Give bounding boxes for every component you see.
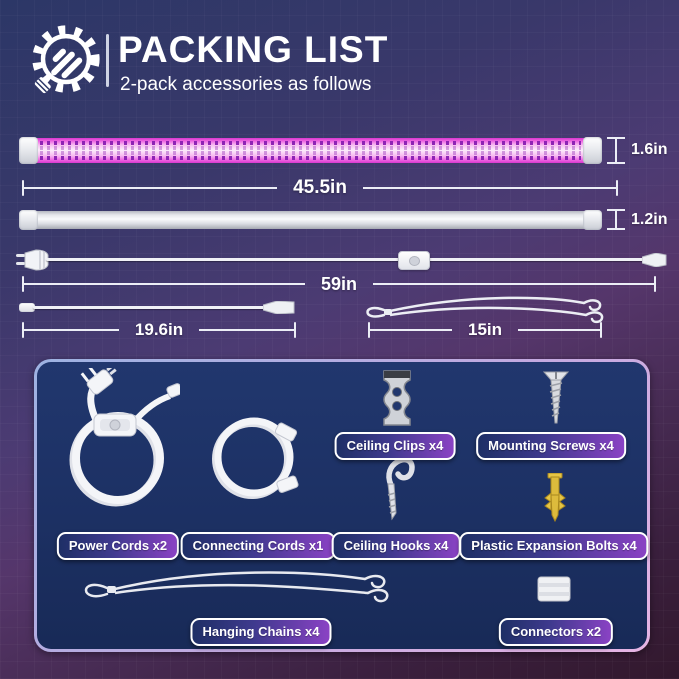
ceiling-hook-icon (386, 456, 415, 521)
item-label-ceiling-hooks: Ceiling Hooks x4 (331, 532, 461, 560)
led-dot-row (40, 151, 581, 155)
tube2-height-label: 1.2in (631, 211, 668, 228)
ceiling-clip-icon (383, 370, 411, 426)
power-cord-coil-icon (69, 368, 180, 507)
tube-end-cap (19, 137, 38, 164)
connecting-cord-coil-icon (212, 417, 299, 499)
hanging-chain-icon (366, 296, 604, 324)
power-cord-dimension: 59in (22, 273, 656, 294)
tube-end-cap (583, 137, 602, 164)
led-dot-row (40, 141, 581, 145)
cord-connector-tip (263, 301, 295, 314)
item-label-connecting-cords: Connecting Cords x1 (180, 532, 336, 560)
bulb-sun-icon (32, 25, 100, 94)
item-label-ceiling-clips: Ceiling Clips x4 (334, 432, 456, 460)
item-label-connectors: Connectors x2 (498, 618, 614, 646)
accessories-panel-inner: Ceiling Clips x4 Mounting Screws x4 Powe… (37, 362, 649, 649)
connecting-cord-length-label: 19.6in (134, 320, 184, 339)
led-dot-row (40, 146, 581, 150)
power-plug-icon (16, 249, 49, 271)
item-label-expansion-bolts: Plastic Expansion Bolts x4 (459, 532, 649, 560)
hanging-chain-dimension: 15in (368, 320, 602, 339)
white-light-tube-body (37, 211, 584, 229)
connector-icon (537, 576, 571, 602)
header-divider (106, 34, 109, 87)
led-dot-row (40, 156, 581, 160)
tube1-height-marker (607, 137, 625, 164)
grow-light-tube-body (37, 138, 584, 163)
hanging-chain-length-label: 15in (467, 320, 503, 339)
tube1-height-label: 1.6in (631, 141, 668, 158)
connecting-cord-dimension: 19.6in (22, 320, 297, 339)
inline-switch (398, 251, 430, 270)
cord-connector-tip (19, 303, 35, 312)
mounting-screw-icon (542, 371, 570, 424)
expansion-bolt-icon (544, 473, 566, 522)
grow-light-tube (19, 137, 602, 164)
item-label-power-cords: Power Cords x2 (56, 532, 180, 560)
accessories-panel: Ceiling Clips x4 Mounting Screws x4 Powe… (34, 359, 650, 652)
white-light-tube (19, 210, 602, 230)
item-label-mounting-screws: Mounting Screws x4 (476, 432, 626, 460)
power-cord-wire (46, 258, 646, 261)
page-subtitle: 2-pack accessories as follows (120, 74, 372, 95)
tube-end-cap (19, 210, 38, 230)
connecting-cord-wire (33, 306, 265, 309)
tube-length-label: 45.5in (293, 177, 347, 198)
cord-connector-tip (642, 253, 667, 267)
tube-length-dimension: 45.5in (22, 177, 618, 198)
item-label-hanging-chains: Hanging Chains x4 (190, 618, 332, 646)
tube2-height-marker (607, 209, 625, 230)
power-cord-length-label: 59in (320, 273, 358, 294)
page-title: PACKING LIST (118, 29, 389, 70)
tube-end-cap (583, 210, 602, 230)
hanging-chain-icon (84, 571, 389, 603)
